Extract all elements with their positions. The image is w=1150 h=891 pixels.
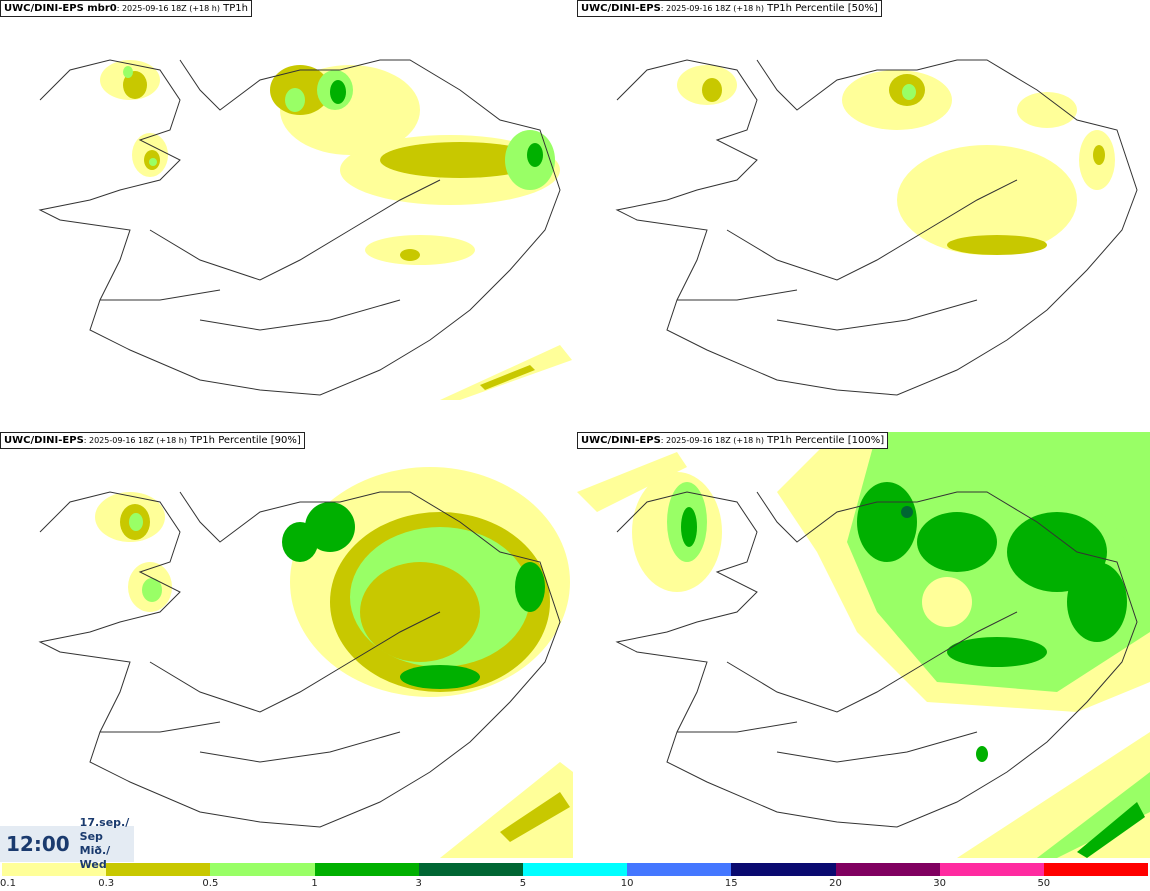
map-panel-p100: UWC/DINI-EPS: 2025-09-16 18Z (+18 h) TP1… <box>577 432 1150 858</box>
panel-title: UWC/DINI-EPS: 2025-09-16 18Z (+18 h) TP1… <box>0 432 305 449</box>
model-name: UWC/DINI-EPS <box>4 435 84 446</box>
legend-swatch <box>1043 863 1149 876</box>
precip-map <box>38 59 572 400</box>
legend-tick-label: 50 <box>1037 878 1051 889</box>
precip-areas <box>677 65 1115 255</box>
panel-title: UWC/DINI-EPS: 2025-09-16 18Z (+18 h) TP1… <box>577 0 882 17</box>
legend-tick-label: 15 <box>724 878 738 889</box>
map-panel-mbr0: UWC/DINI-EPS mbr0: 2025-09-16 18Z (+18 h… <box>0 0 573 426</box>
field-name: TP1h Percentile [50%] <box>767 3 878 14</box>
model-name: UWC/DINI-EPS mbr0 <box>4 3 117 14</box>
precip-areas <box>95 467 573 858</box>
panel-title: UWC/DINI-EPS mbr0: 2025-09-16 18Z (+18 h… <box>0 0 252 17</box>
valid-time: 12:00 <box>6 832 70 856</box>
run-meta: : 2025-09-16 18Z (+18 h) <box>660 436 764 445</box>
legend-swatch <box>835 863 940 876</box>
date-line-1: 17.sep./ Sep <box>79 816 130 843</box>
legend-swatch <box>418 863 523 876</box>
run-meta: : 2025-09-16 18Z (+18 h) <box>660 4 764 13</box>
map-panel-p90: UWC/DINI-EPS: 2025-09-16 18Z (+18 h) TP1… <box>0 432 573 858</box>
iceland-coastline <box>615 491 1138 828</box>
legend-tick-label: 10 <box>620 878 634 889</box>
run-meta: : 2025-09-16 18Z (+18 h) <box>116 4 220 13</box>
color-legend: 0.1 0.3 0.5 1 3 5 10 15 20 30 50 <box>0 862 1150 891</box>
legend-swatch <box>314 863 419 876</box>
legend-swatch <box>731 863 836 876</box>
field-name: TP1h Percentile [100%] <box>767 435 885 446</box>
model-name: UWC/DINI-EPS <box>581 435 661 446</box>
map-panel-p50: UWC/DINI-EPS: 2025-09-16 18Z (+18 h) TP1… <box>577 0 1150 426</box>
precip-areas <box>577 432 1150 858</box>
iceland-coastline <box>615 59 1138 396</box>
legend-tick-label: 0.5 <box>202 878 219 889</box>
field-name: TP1h <box>223 3 248 14</box>
run-meta: : 2025-09-16 18Z (+18 h) <box>83 436 187 445</box>
precip-map <box>577 432 1150 858</box>
legend-swatch <box>627 863 732 876</box>
legend-swatch <box>939 863 1044 876</box>
legend-swatch <box>2 863 107 876</box>
legend-tick-label: 1 <box>311 878 318 889</box>
model-name: UWC/DINI-EPS <box>581 3 661 14</box>
legend-tick-label: 5 <box>519 878 527 889</box>
iceland-coastline <box>38 491 561 828</box>
legend-bar <box>2 863 1149 876</box>
legend-tick-label: 20 <box>829 878 842 889</box>
panel-title: UWC/DINI-EPS: 2025-09-16 18Z (+18 h) TP1… <box>577 432 889 449</box>
iceland-coastline <box>38 59 561 396</box>
legend-tick-label: 3 <box>415 878 422 889</box>
valid-time-box: 12:00 17.sep./ Sep Mið./ Wed <box>0 816 134 871</box>
legend-swatch <box>522 863 628 876</box>
legend-swatch <box>210 863 315 876</box>
precip-map <box>38 467 573 858</box>
date-line-2: Mið./ Wed <box>79 844 111 871</box>
legend-tick-label: 30 <box>933 878 946 889</box>
legend-swatch <box>106 863 211 876</box>
valid-date: 17.sep./ Sep Mið./ Wed <box>80 816 134 872</box>
precip-areas <box>100 60 572 400</box>
field-name: TP1h Percentile [90%] <box>190 435 301 446</box>
legend-tick-label: 0.3 <box>98 878 115 889</box>
precip-map <box>615 59 1138 396</box>
legend-tick-label: 0.1 <box>0 878 16 889</box>
